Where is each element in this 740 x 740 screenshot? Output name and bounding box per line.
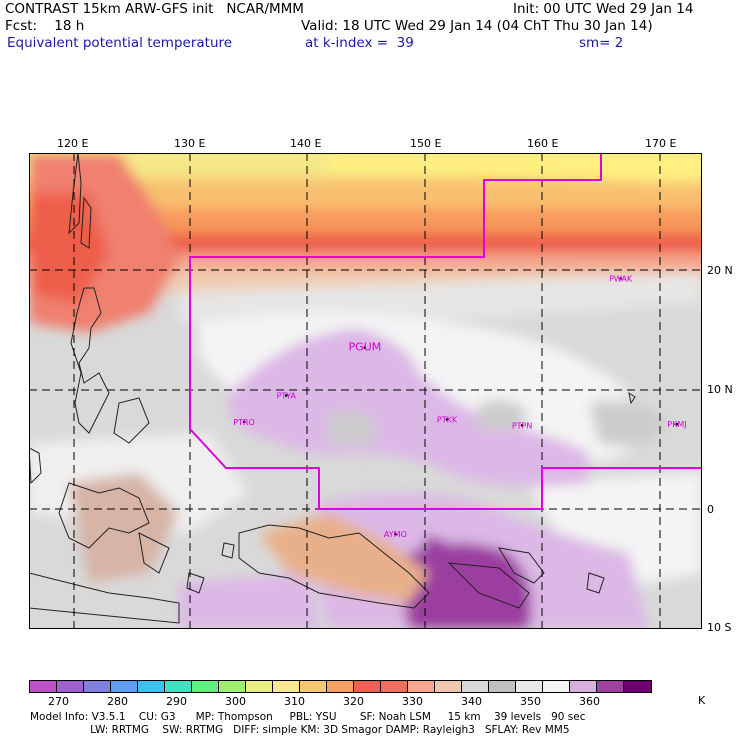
- valid-time: Valid: 18 UTC Wed 29 Jan 14 (04 ChT Thu …: [301, 18, 653, 34]
- lon-label: 140 E: [290, 137, 322, 150]
- colorbar-swatch: [165, 681, 192, 692]
- forecast-hour: Fcst: 18 h: [5, 18, 85, 34]
- init-time: Init: 00 UTC Wed 29 Jan 14: [513, 1, 694, 17]
- station-label: PKMJ: [667, 420, 686, 429]
- colorbar-swatch: [354, 681, 381, 692]
- lon-label: 150 E: [410, 137, 442, 150]
- lat-label: 10 N: [707, 383, 733, 396]
- model-info-line1: Model Info: V3.5.1 CU: G3 MP: Thompson P…: [30, 711, 586, 723]
- colorbar-swatch: [111, 681, 138, 692]
- title-line1-left: CONTRAST 15km ARW-GFS init NCAR/MMM: [5, 1, 304, 17]
- field-name: Equivalent potential temperature: [7, 35, 233, 51]
- station-dot: [242, 420, 246, 424]
- colorbar-tick-label: 310: [284, 695, 305, 708]
- colorbar-swatch: [30, 681, 57, 692]
- station-dot: [363, 346, 367, 349]
- station-label: PTPN: [512, 421, 533, 430]
- station-dot: [619, 277, 622, 280]
- colorbar-swatch: [570, 681, 597, 692]
- lat-label: 0: [707, 503, 714, 516]
- station-dot: [445, 418, 449, 421]
- colorbar-swatch: [489, 681, 516, 692]
- colorbar-swatch: [219, 681, 246, 692]
- colorbar-tick-label: 270: [48, 695, 69, 708]
- colorbar-swatch: [435, 681, 462, 692]
- lon-label: 170 E: [645, 137, 677, 150]
- station-dot: [394, 532, 397, 536]
- colorbar-swatch: [57, 681, 84, 692]
- colorbar-tick-label: 320: [343, 695, 364, 708]
- colorbar-swatch: [624, 681, 651, 692]
- station-dot: [285, 394, 288, 397]
- colorbar-swatch: [381, 681, 408, 692]
- colorbar-swatch: [543, 681, 570, 692]
- lat-label: 10 S: [707, 621, 732, 634]
- colorbar-swatch: [462, 681, 489, 692]
- station-dot: [675, 422, 679, 426]
- colorbar-tick-label: 330: [402, 695, 423, 708]
- colorbar-tick-label: 340: [461, 695, 482, 708]
- colorbar-tick-label: 300: [225, 695, 246, 708]
- lat-label: 20 N: [707, 264, 733, 277]
- colorbar-swatch: [516, 681, 543, 692]
- colorbar-swatch: [246, 681, 273, 692]
- domain-boundary: [189, 153, 702, 510]
- colorbar: [29, 680, 652, 693]
- k-index-label: at k-index = 39: [305, 35, 414, 51]
- colorbar-unit: K: [698, 694, 706, 707]
- colorbar-swatch: [273, 681, 300, 692]
- coastlines: [29, 153, 636, 624]
- station-label: PTKK: [437, 415, 458, 424]
- colorbar-swatch: [192, 681, 219, 692]
- map-panel: PGUM PWAK PTYA PTRO PTKK PTPN PKMJ AYMO: [29, 153, 702, 629]
- station-label: PTRO: [233, 418, 255, 427]
- theta-e-map: PGUM PWAK PTYA PTRO PTKK PTPN PKMJ AYMO: [29, 153, 702, 629]
- colorbar-swatch: [408, 681, 435, 692]
- station-label: AYMO: [384, 530, 407, 539]
- colorbar-swatch: [138, 681, 165, 692]
- colorbar-swatch: [84, 681, 111, 692]
- colorbar-swatch: [327, 681, 354, 692]
- colorbar-swatch: [597, 681, 624, 692]
- station-label: PTYA: [277, 391, 297, 400]
- station-label: PWAK: [609, 274, 633, 283]
- model-info-line2: LW: RRTMG SW: RRTMG DIFF: simple KM: 3D …: [30, 724, 570, 736]
- station-label: PGUM: [349, 341, 382, 354]
- colorbar-tick-label: 280: [107, 695, 128, 708]
- lon-label: 120 E: [57, 137, 89, 150]
- lon-label: 160 E: [527, 137, 559, 150]
- colorbar-tick-label: 350: [520, 695, 541, 708]
- colorbar-tick-label: 290: [166, 695, 187, 708]
- colorbar-swatch: [300, 681, 327, 692]
- station-dot: [520, 424, 524, 427]
- lon-label: 130 E: [174, 137, 206, 150]
- smoothing-label: sm= 2: [579, 35, 624, 51]
- colorbar-tick-label: 360: [579, 695, 600, 708]
- station-markers: PGUM PWAK PTYA PTRO PTKK PTPN PKMJ AYMO: [233, 274, 686, 539]
